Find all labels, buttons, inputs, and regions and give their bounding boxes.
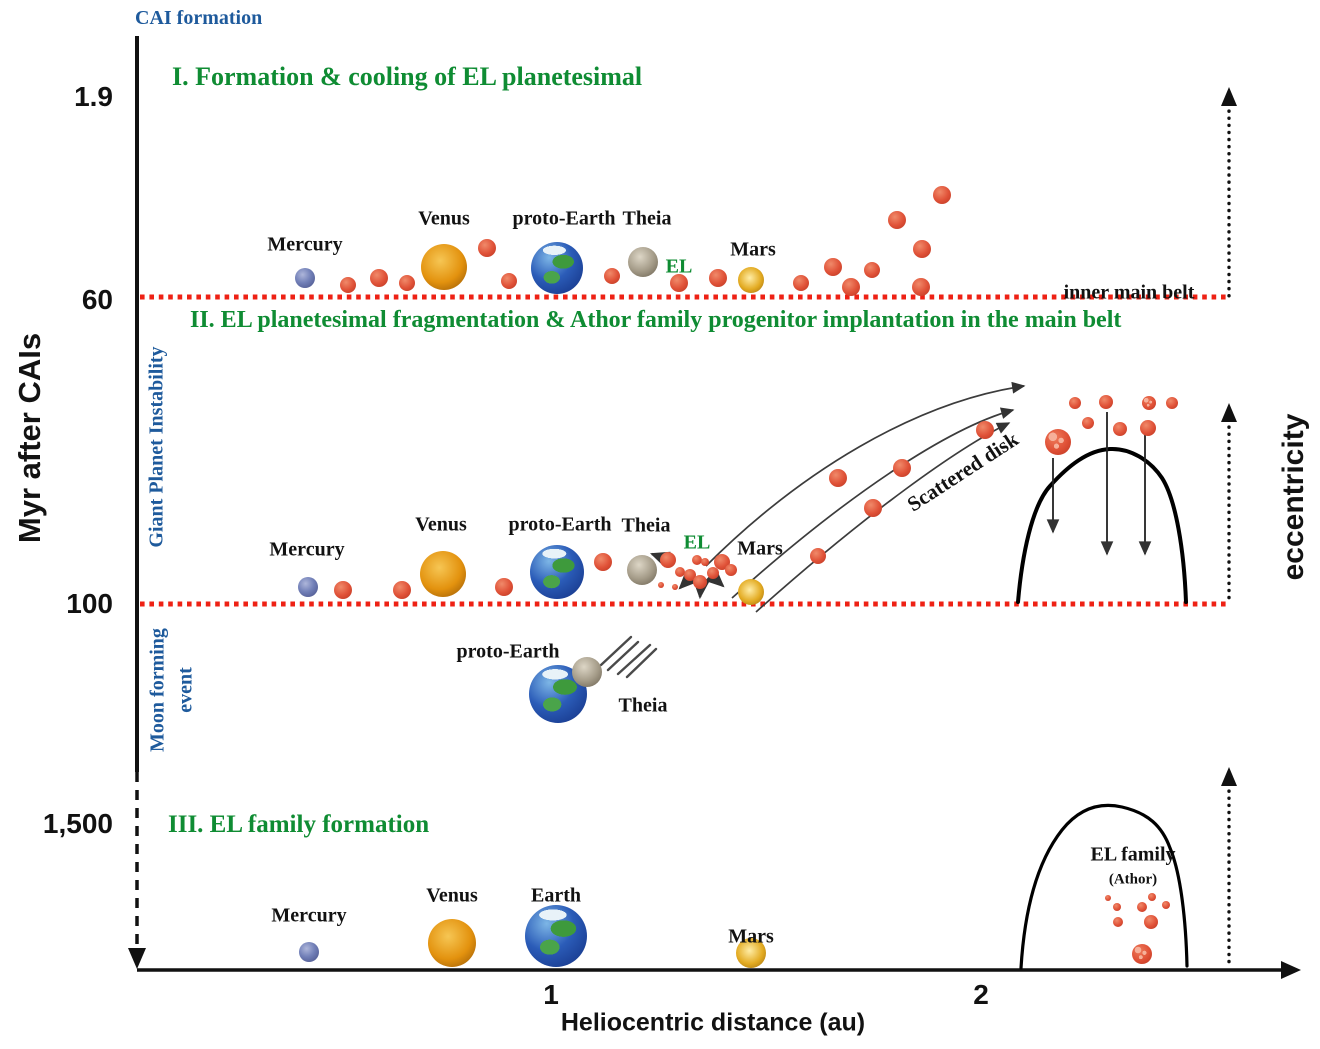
mercury-planet-panel1 (295, 268, 315, 288)
planetesimal (692, 555, 702, 565)
planetesimal (399, 275, 415, 291)
planetesimal (1082, 417, 1094, 429)
planetesimal (672, 584, 678, 590)
planetesimal (1166, 397, 1178, 409)
planetesimal (670, 274, 688, 292)
planetesimal-cluster (1142, 396, 1156, 410)
planetesimal (1113, 903, 1121, 911)
planetesimal (340, 277, 356, 293)
venus-planet-panel3 (428, 919, 476, 967)
planetesimal (370, 269, 388, 287)
planetesimal-cluster (1045, 429, 1071, 455)
planetesimal (912, 278, 930, 296)
earth-planet-panel1 (531, 242, 583, 294)
planetesimal (1144, 915, 1158, 929)
planetesimal (842, 278, 860, 296)
planetesimal (495, 578, 513, 596)
planetesimal (1162, 901, 1170, 909)
planetesimal (604, 268, 620, 284)
planetesimal (693, 575, 707, 589)
planetesimal (976, 421, 994, 439)
theia-planet-panel1 (628, 247, 658, 277)
eccentricity-arrow-panel3 (1221, 767, 1237, 970)
planetesimal (864, 262, 880, 278)
main-belt-dome-panel2 (1016, 446, 1188, 604)
planetesimal (829, 469, 847, 487)
planetesimal (334, 581, 352, 599)
planetesimal (810, 548, 826, 564)
trajectory-arrow-2 (731, 407, 1015, 599)
planetesimal (864, 499, 882, 517)
theia-planet-panel2 (627, 555, 657, 585)
mercury-planet-panel2 (298, 577, 318, 597)
venus-planet-panel1 (421, 244, 467, 290)
planetesimal (393, 581, 411, 599)
planetesimal (709, 269, 727, 287)
planetesimal (1148, 893, 1156, 901)
planetesimal (824, 258, 842, 276)
x-axis-arrowhead (1281, 961, 1301, 979)
planetesimal (893, 459, 911, 477)
planetesimal (1099, 395, 1113, 409)
trajectory-arrow-1 (705, 381, 1026, 567)
planetesimal (1140, 420, 1156, 436)
planetesimal (888, 211, 906, 229)
eccentricity-arrow-panel2 (1221, 403, 1237, 604)
mars-planet-panel1 (738, 267, 764, 293)
planetesimal (658, 582, 664, 588)
el-family-dome-panel3 (1019, 803, 1189, 970)
earth-planet-panel3 (525, 905, 587, 967)
theia-impact-streaks (599, 635, 658, 679)
planetesimal (933, 186, 951, 204)
theia-planet-panel2 (572, 657, 602, 687)
eccentricity-arrow-panel1 (1221, 87, 1237, 298)
planetesimal (660, 552, 676, 568)
planetesimal (1069, 397, 1081, 409)
planetesimal (701, 558, 709, 566)
mars-planet-panel2 (738, 579, 764, 605)
planetesimal (478, 239, 496, 257)
planetesimal (594, 553, 612, 571)
planetesimal (1113, 422, 1127, 436)
mars-planet-panel3 (736, 938, 766, 968)
y-axis-arrowhead (128, 948, 146, 969)
planetesimal (913, 240, 931, 258)
planetesimal-cluster (1132, 944, 1152, 964)
planetesimal (1113, 917, 1123, 927)
planetesimal (1105, 895, 1111, 901)
mercury-planet-panel3 (299, 942, 319, 962)
planetesimal (501, 273, 517, 289)
planetesimal (793, 275, 809, 291)
venus-planet-panel2 (420, 551, 466, 597)
earth-planet-panel2 (530, 545, 584, 599)
planetesimal (1137, 902, 1147, 912)
planetesimal (725, 564, 737, 576)
